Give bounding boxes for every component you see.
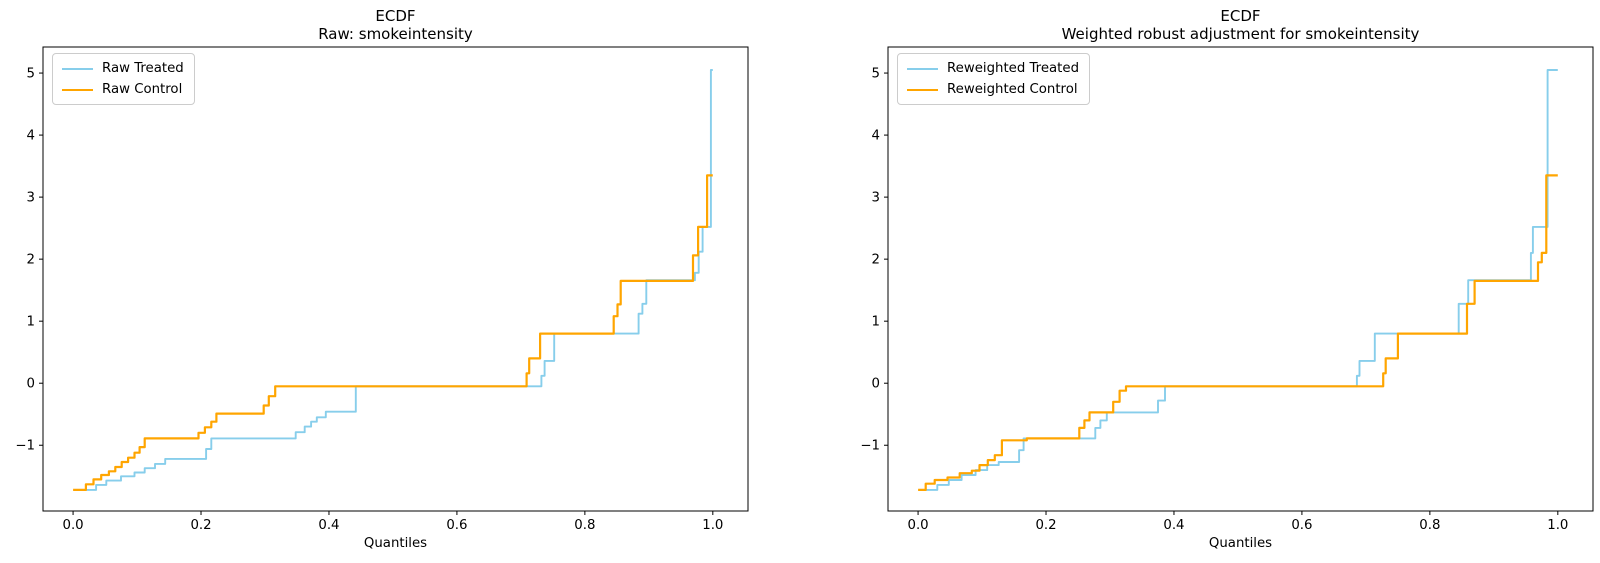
x-tick-label: 0.6 bbox=[1291, 518, 1312, 533]
series-line-reweighted-control bbox=[918, 174, 1558, 491]
x-tick-label: 0.0 bbox=[907, 518, 928, 533]
x-tick-label: 1.0 bbox=[1547, 518, 1568, 533]
y-tick-label: 2 bbox=[872, 253, 880, 268]
chart-title-line1: ECDF bbox=[1220, 7, 1260, 25]
y-tick-label: −1 bbox=[15, 439, 35, 454]
y-tick-label: 1 bbox=[27, 315, 35, 330]
legend-item: Reweighted Control bbox=[907, 79, 1079, 100]
x-tick-label: 0.8 bbox=[1419, 518, 1440, 533]
series-line-raw-control bbox=[73, 174, 713, 491]
y-tick-label: 0 bbox=[872, 377, 880, 392]
x-axis-label: Quantiles bbox=[364, 536, 427, 551]
y-tick-label: 0 bbox=[27, 377, 35, 392]
x-tick-label: 0.4 bbox=[318, 518, 339, 533]
axes-frame bbox=[42, 46, 749, 512]
legend-item: Reweighted Treated bbox=[907, 58, 1079, 79]
chart-title-line1: ECDF bbox=[375, 7, 415, 25]
control-line-sample bbox=[62, 88, 93, 91]
y-tick-label: 5 bbox=[27, 67, 35, 82]
axes-frame bbox=[887, 46, 1594, 512]
control-line-sample bbox=[907, 88, 938, 91]
x-tick-label: 0.2 bbox=[1035, 518, 1056, 533]
x-tick-label: 0.6 bbox=[446, 518, 467, 533]
x-tick-label: 0.8 bbox=[574, 518, 595, 533]
treated-line-sample bbox=[907, 67, 938, 70]
y-tick-label: 1 bbox=[872, 315, 880, 330]
chart-title-line2: Weighted robust adjustment for smokeinte… bbox=[1062, 25, 1420, 43]
y-tick-label: 4 bbox=[872, 129, 880, 144]
legend-weighted: Reweighted Treated Reweighted Control bbox=[897, 53, 1091, 105]
x-tick-label: 0.2 bbox=[190, 518, 211, 533]
legend-item: Raw Treated bbox=[62, 58, 184, 79]
y-tick-label: 4 bbox=[27, 129, 35, 144]
x-axis-label: Quantiles bbox=[1209, 536, 1272, 551]
y-tick-label: 3 bbox=[27, 191, 35, 206]
x-tick-label: 0.0 bbox=[62, 518, 83, 533]
x-tick-label: 0.4 bbox=[1163, 518, 1184, 533]
legend-raw: Raw Treated Raw Control bbox=[52, 53, 195, 105]
legend-label: Raw Control bbox=[102, 81, 183, 97]
legend-label: Raw Treated bbox=[102, 60, 184, 76]
treated-line-sample bbox=[62, 67, 93, 70]
axes-weighted: 0.0 0.2 0.4 0.6 0.8 1.0 −1 0 1 2 3 4 5 bbox=[860, 46, 1594, 533]
y-tick-label: 2 bbox=[27, 253, 35, 268]
y-tick-label: −1 bbox=[860, 439, 880, 454]
y-tick-label: 3 bbox=[872, 191, 880, 206]
chart-title-line2: Raw: smokeintensity bbox=[318, 25, 473, 43]
x-tick-label: 1.0 bbox=[702, 518, 723, 533]
legend-item: Raw Control bbox=[62, 79, 184, 100]
series-line-reweighted-treated bbox=[921, 69, 1558, 491]
legend-label: Reweighted Control bbox=[947, 81, 1078, 97]
legend-label: Reweighted Treated bbox=[947, 60, 1080, 76]
y-tick-label: 5 bbox=[872, 67, 880, 82]
series-line-raw-treated bbox=[84, 69, 713, 491]
axes-raw: 0.0 0.2 0.4 0.6 0.8 1.0 −1 0 1 2 3 4 5 bbox=[15, 46, 749, 533]
